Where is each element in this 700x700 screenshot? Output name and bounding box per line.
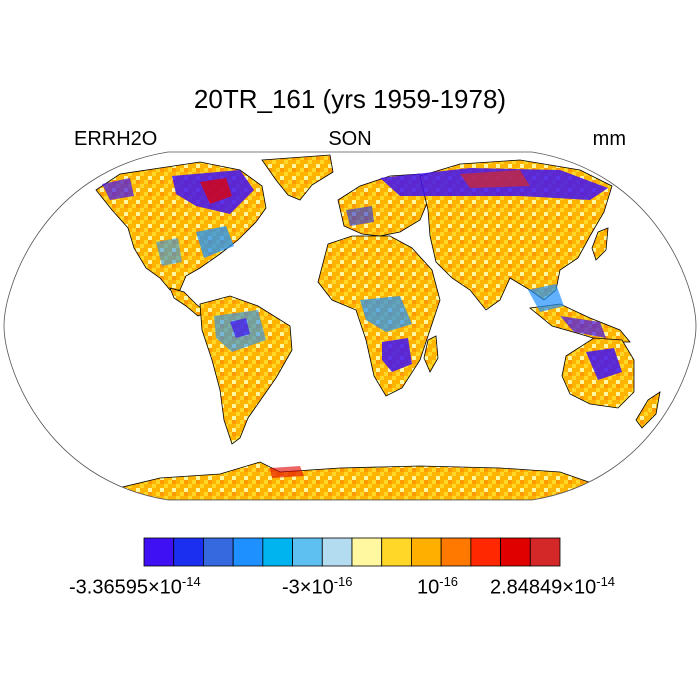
colorbar-swatch (440, 537, 472, 567)
patch-se-asia (528, 284, 564, 312)
colorbar-label-pos: 10-16 (417, 574, 459, 599)
patch-central-africa (360, 296, 412, 332)
land-new-zealand (635, 391, 661, 429)
colorbar-label-min: -3.36595×10-14 (69, 574, 201, 599)
colorbar-swatch (143, 537, 175, 567)
colorbar-swatch (262, 537, 293, 567)
colorbar-swatch (173, 537, 204, 567)
patch-europe-blue (346, 206, 374, 226)
colorbar-swatch (203, 537, 234, 567)
colorbar-label-neg: -3×10-16 (282, 574, 353, 599)
patch-us-east (196, 226, 234, 258)
units-label: mm (592, 128, 626, 150)
anomaly-patches (102, 168, 622, 478)
colorbar (143, 537, 561, 567)
season-label: SON (328, 128, 372, 150)
colorbar-swatch (232, 537, 264, 567)
colorbar-swatch (381, 537, 412, 567)
colorbar-swatch (351, 537, 383, 567)
colorbar-swatch (411, 537, 442, 567)
land-greenland (261, 154, 334, 201)
colorbar-label-max: 2.84849×10-14 (490, 574, 616, 599)
patch-great-plains (156, 238, 182, 266)
colorbar-swatch (529, 537, 561, 567)
variable-label: ERRH2O (74, 128, 158, 150)
land-japan (591, 227, 609, 261)
patch-indonesia (560, 316, 606, 338)
land-antarctica (89, 461, 622, 500)
patch-amazon-purple (230, 318, 250, 338)
patch-alaska (102, 178, 134, 200)
colorbar-swatch (292, 537, 323, 567)
land-madagascar (423, 335, 439, 373)
patch-south-africa (382, 338, 412, 372)
plot-title: 20TR_161 (yrs 1959-1978) (193, 84, 507, 114)
patch-siberia-red (460, 170, 530, 188)
patch-canada-red (200, 178, 232, 204)
colorbar-swatch (470, 537, 501, 567)
patch-australia (586, 348, 622, 380)
patch-antarctic-red (270, 466, 304, 478)
colorbar-swatch (321, 537, 353, 567)
map-boundary (3, 151, 697, 501)
colorbar-swatch (500, 537, 531, 567)
